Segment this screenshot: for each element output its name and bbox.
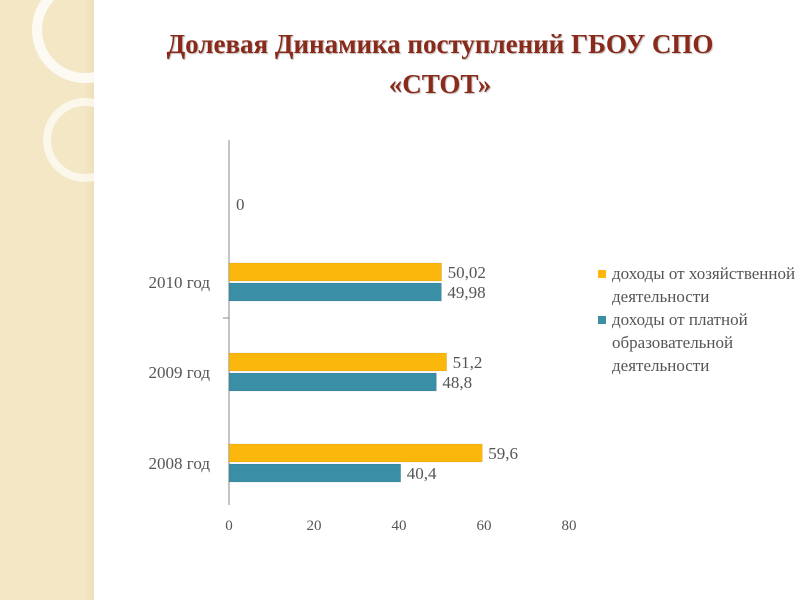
legend-label-series-1: доходы от хозяйственной деятельности (612, 264, 796, 306)
x-tick-label: 40 (392, 518, 407, 534)
category-label: 2010 год (149, 273, 211, 292)
data-label-series-1: 50,02 (448, 263, 486, 282)
chart-legend: доходы от хозяйственной деятельности дох… (598, 262, 798, 377)
category-label: 2008 год (149, 454, 211, 473)
data-label-series-2: 40,4 (407, 464, 437, 483)
legend-item-series-2: доходы от платной образовательной деятел… (598, 308, 798, 377)
bar-series-1 (228, 443, 483, 463)
decorative-rings (32, 0, 120, 182)
bar-series-2 (228, 372, 437, 392)
legend-swatch-series-2 (598, 316, 606, 324)
bar-series-1 (228, 262, 442, 282)
x-tick-label: 80 (562, 518, 577, 534)
x-tick-label: 60 (477, 518, 492, 534)
page-title: Долевая Динамика поступлений ГБОУ СПО «С… (110, 24, 770, 104)
bar-series-1 (228, 352, 447, 372)
x-tick-label: 20 (307, 518, 322, 534)
bar-series-2 (228, 282, 442, 302)
data-label-series-2: 48,8 (442, 373, 472, 392)
legend-item-series-1: доходы от хозяйственной деятельности (598, 262, 798, 308)
legend-swatch-series-1 (598, 270, 606, 278)
title-line-1: Долевая Динамика поступлений ГБОУ СПО (166, 29, 714, 59)
title-line-2: «СТОТ» (388, 69, 492, 99)
category-label: 2009 год (149, 363, 211, 382)
data-label-zero: 0 (236, 195, 245, 214)
data-label-series-1: 51,2 (453, 353, 483, 372)
x-tick-label: 0 (225, 518, 233, 534)
bar-series-2 (228, 463, 401, 483)
data-label-series-2: 49,98 (447, 283, 485, 302)
legend-label-series-2: доходы от платной образовательной деятел… (612, 310, 748, 375)
data-label-series-1: 59,6 (488, 444, 518, 463)
